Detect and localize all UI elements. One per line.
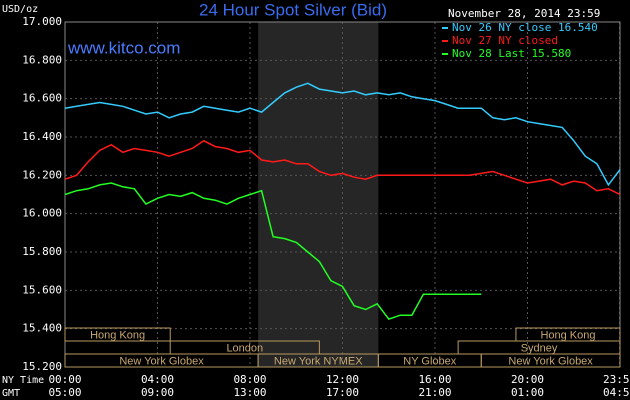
series-line bbox=[64, 182, 482, 320]
legend-label: Nov 28 Last 15.580 bbox=[452, 47, 571, 60]
session-label: Hong Kong bbox=[540, 329, 595, 341]
x-tick-label: 08:00 bbox=[233, 373, 266, 386]
session-label: London bbox=[226, 342, 263, 354]
x-tick-label: 12:00 bbox=[326, 373, 359, 386]
chart-title: 24 Hour Spot Silver (Bid) bbox=[199, 0, 387, 19]
x-label: NY Time bbox=[2, 375, 44, 386]
session-shade bbox=[258, 22, 379, 367]
x2-tick-label: 01:00 bbox=[511, 386, 544, 399]
y-tick-label: 16.200 bbox=[22, 168, 62, 181]
x2-tick-label: 17:00 bbox=[326, 386, 359, 399]
y-tick-label: 16.600 bbox=[22, 92, 62, 105]
session-box bbox=[480, 353, 621, 368]
session-label: Hong Kong bbox=[90, 329, 145, 341]
y-label: USD/oz bbox=[2, 4, 38, 15]
y-tick-label: 17.000 bbox=[22, 15, 62, 28]
session-label: New York Globex bbox=[119, 355, 204, 367]
x-tick-label: 20:00 bbox=[511, 373, 544, 386]
date: November 28, 2014 23:59 bbox=[448, 7, 600, 20]
x2-tick-label: 04:59 bbox=[603, 386, 630, 399]
y-tick-label: 16.800 bbox=[22, 53, 62, 66]
y-tick-label: 16.000 bbox=[22, 207, 62, 220]
session-label: New York Globex bbox=[508, 355, 593, 367]
x2-tick-label: 05:00 bbox=[48, 386, 81, 399]
x2-tick-label: 13:00 bbox=[233, 386, 266, 399]
x-tick-label: 16:00 bbox=[418, 373, 451, 386]
series-line bbox=[64, 139, 621, 196]
y-tick-label: 15.600 bbox=[22, 283, 62, 296]
x2-label: GMT bbox=[2, 388, 20, 399]
session-label: NY Globex bbox=[403, 355, 456, 367]
legend-label: Nov 26 NY close 16.540 bbox=[452, 21, 598, 34]
x2-tick-label: 21:00 bbox=[418, 386, 451, 399]
y-tick-label: 15.400 bbox=[22, 322, 62, 335]
series-line bbox=[64, 82, 621, 187]
session-label: New York NYMEX bbox=[274, 355, 363, 367]
x-tick-label: 23:59 bbox=[603, 373, 630, 386]
y-tick-label: 16.400 bbox=[22, 130, 62, 143]
legend-label: Nov 27 NY closed bbox=[452, 34, 558, 47]
session-box bbox=[64, 327, 171, 342]
site: www.kitco.com bbox=[67, 38, 180, 57]
y-tick-label: 15.800 bbox=[22, 245, 62, 258]
x-tick-label: 00:00 bbox=[48, 373, 81, 386]
x2-tick-label: 09:00 bbox=[141, 386, 174, 399]
session-label: Sydney bbox=[521, 342, 558, 354]
y-tick-label: 15.200 bbox=[22, 360, 62, 373]
x-tick-label: 04:00 bbox=[141, 373, 174, 386]
